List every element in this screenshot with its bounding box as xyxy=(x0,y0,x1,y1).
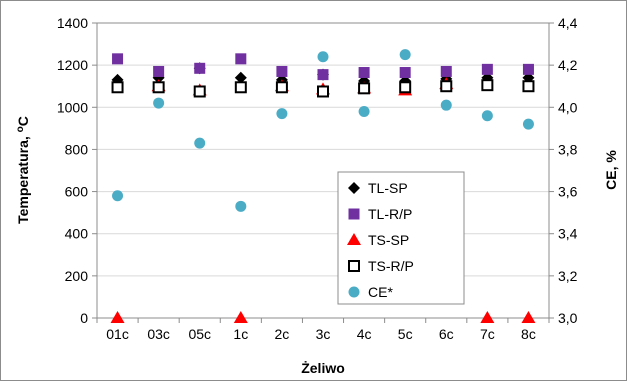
data-point xyxy=(440,99,452,111)
left-axis-ticks: 0 200 400 600 800 1000 1200 1400 xyxy=(57,15,97,326)
data-point xyxy=(317,51,329,63)
data-point xyxy=(193,85,206,98)
x-tick-label: 4c xyxy=(357,326,372,342)
data-point xyxy=(399,67,411,79)
y-axis-title: Temperatura, oC xyxy=(15,116,32,224)
legend-marker xyxy=(348,182,360,194)
x-tick-label: 01c xyxy=(106,326,129,342)
data-point xyxy=(399,81,412,94)
legend-label: TL-SP xyxy=(368,180,408,196)
left-tick-label: 200 xyxy=(65,268,89,284)
x-tick-label: 5c xyxy=(398,326,413,342)
x-axis-title: Żeliwo xyxy=(301,360,345,376)
right-tick-label: 3,2 xyxy=(558,268,578,284)
data-marks xyxy=(110,49,536,323)
right-tick-label: 3,8 xyxy=(558,141,578,157)
series-ce- xyxy=(112,49,534,212)
right-tick-label: 3,0 xyxy=(558,310,578,326)
x-tick-label: 6c xyxy=(439,326,454,342)
data-point xyxy=(358,106,370,117)
data-point xyxy=(522,63,534,75)
data-point xyxy=(358,67,370,79)
data-point xyxy=(399,49,411,61)
data-point xyxy=(152,81,165,94)
data-point xyxy=(481,63,493,75)
data-point xyxy=(317,85,329,98)
data-point xyxy=(194,137,206,149)
data-point xyxy=(235,53,247,65)
data-point xyxy=(317,69,329,81)
legend-label: TS-SP xyxy=(368,232,409,248)
series-ts-r-p xyxy=(111,79,535,98)
data-point xyxy=(153,65,165,77)
left-tick-label: 1000 xyxy=(57,99,88,115)
right-tick-label: 3,6 xyxy=(558,184,578,200)
data-point xyxy=(276,108,288,120)
data-point xyxy=(481,110,493,122)
data-point xyxy=(110,311,125,323)
x-tick-label: 1c xyxy=(233,326,248,342)
series-tl-r-p xyxy=(112,53,534,81)
left-tick-label: 800 xyxy=(65,141,89,157)
left-tick-label: 1400 xyxy=(57,15,88,31)
data-point xyxy=(111,81,124,94)
x-tick-label: 2c xyxy=(275,326,290,342)
plot-area-border xyxy=(96,22,550,319)
data-point xyxy=(275,81,288,94)
right-axis-ticks: 3,0 3,2 3,4 3,6 3,8 4,0 4,2 4,4 xyxy=(549,15,578,326)
left-tick-label: 600 xyxy=(65,184,89,200)
right-tick-label: 4,2 xyxy=(558,57,578,73)
data-point xyxy=(153,97,165,109)
left-tick-label: 0 xyxy=(80,310,88,326)
y-axis-title-unit: C xyxy=(15,116,31,126)
data-point xyxy=(522,80,535,93)
data-point xyxy=(234,81,247,94)
legend-label: TL-R/P xyxy=(368,206,412,222)
x-tick-label: 05c xyxy=(188,326,211,342)
legend-marker xyxy=(348,286,360,298)
data-point xyxy=(440,80,453,93)
y2-axis-title: CE, % xyxy=(603,150,619,190)
data-point xyxy=(235,200,247,212)
y-axis-title-text: Temperatura, xyxy=(15,132,31,224)
legend-label: CE* xyxy=(368,284,393,300)
x-tick-label: 8c xyxy=(521,326,536,342)
right-tick-label: 4,0 xyxy=(558,99,578,115)
data-point xyxy=(233,311,248,323)
x-axis-ticks: 01c 03c 05c 1c 2c 3c 4c 5c 6c 7c 8c xyxy=(96,318,550,342)
data-point xyxy=(358,82,371,95)
data-point xyxy=(276,65,288,77)
x-tick-label: 7c xyxy=(480,326,495,342)
data-point xyxy=(234,71,247,84)
legend-marker xyxy=(347,233,361,245)
legend: TL-SP TL-R/P TS-SP TS-R/P CE* xyxy=(337,171,465,305)
gridlines xyxy=(97,64,549,277)
x-tick-label: 3c xyxy=(316,326,331,342)
legend-box xyxy=(337,171,465,305)
legend-label: TS-R/P xyxy=(368,258,414,274)
right-tick-label: 3,4 xyxy=(558,226,578,242)
legend-marker xyxy=(348,260,360,272)
x-tick-label: 03c xyxy=(147,326,170,342)
y-axis-title-superscript: o xyxy=(15,126,26,132)
data-point xyxy=(112,53,124,65)
data-point xyxy=(194,62,206,74)
right-tick-label: 4,4 xyxy=(558,15,578,31)
data-point xyxy=(440,65,452,77)
data-point xyxy=(522,118,534,130)
left-tick-label: 1200 xyxy=(57,57,88,73)
data-point xyxy=(480,311,495,323)
data-point xyxy=(112,190,124,202)
left-tick-label: 400 xyxy=(65,226,89,242)
legend-marker xyxy=(348,208,360,220)
data-point xyxy=(481,79,494,92)
data-point xyxy=(521,311,536,323)
